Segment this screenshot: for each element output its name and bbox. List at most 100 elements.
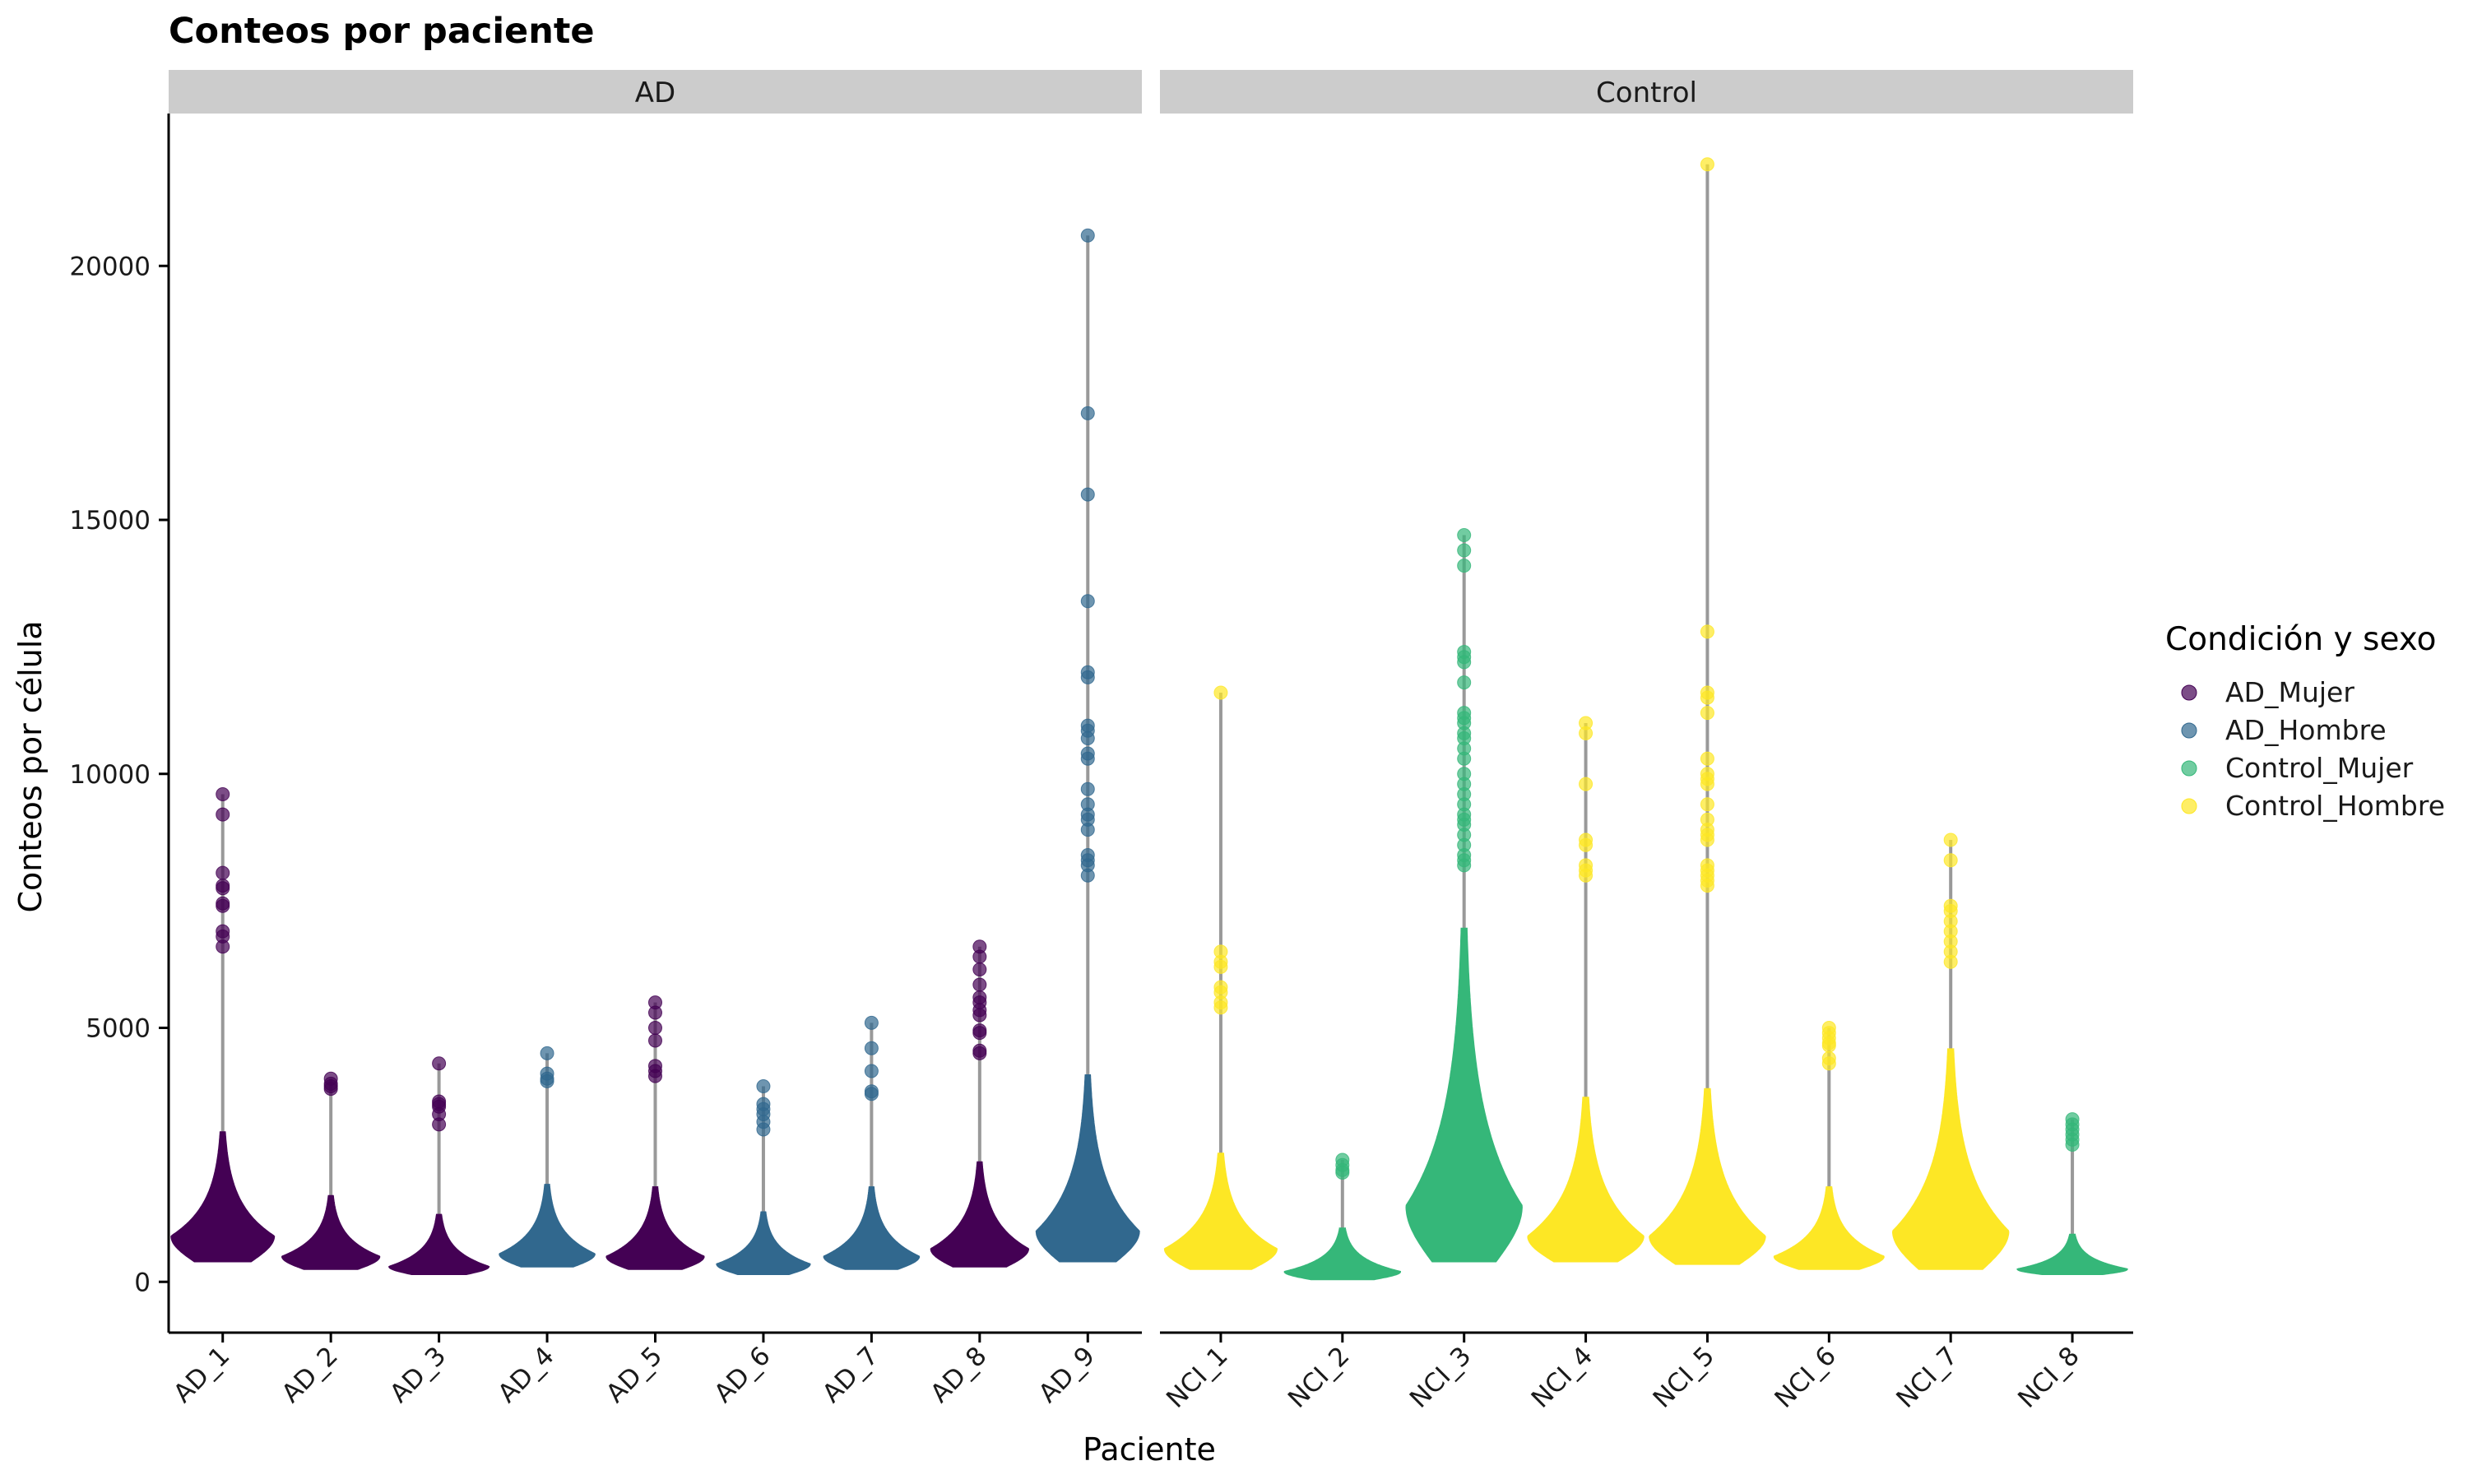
y-tick-label: 0 <box>134 1268 151 1297</box>
outlier-point <box>540 1074 554 1088</box>
violin-group <box>170 786 276 1263</box>
y-axis-title: Conteos por célula <box>12 620 49 912</box>
violin-AD_4 <box>499 1184 596 1268</box>
legend-label: AD_Hombre <box>2225 714 2387 746</box>
outlier-point <box>1080 594 1095 609</box>
outlier-point <box>1213 1000 1228 1015</box>
legend-key-AD_Hombre <box>2181 722 2197 739</box>
outlier-point <box>1579 777 1594 791</box>
outlier-point <box>1700 751 1714 766</box>
outlier-point <box>1700 797 1714 812</box>
x-tick-label: AD_4 <box>492 1341 559 1408</box>
x-tick-label: AD_1 <box>168 1341 235 1408</box>
outlier-point <box>1213 685 1228 700</box>
outlier-point <box>216 865 230 880</box>
violin-AD_7 <box>823 1186 921 1270</box>
outlier-point <box>756 1079 771 1094</box>
violin-NCI_8 <box>2016 1233 2129 1275</box>
outlier-point <box>1579 726 1594 740</box>
outlier-point <box>1943 954 1958 969</box>
outlier-point <box>1080 670 1095 684</box>
violin-group <box>281 1071 381 1270</box>
outlier-point <box>1457 528 1472 543</box>
violin-group <box>2016 1112 2129 1275</box>
chart-title: Conteos por paciente <box>169 11 595 52</box>
legend-key-AD_Mujer <box>2181 684 2197 701</box>
outlier-point <box>864 1087 879 1101</box>
outlier-point <box>216 881 230 896</box>
outlier-point <box>1457 655 1472 670</box>
violin-NCI_1 <box>1163 1152 1278 1270</box>
outlier-point <box>1700 777 1714 791</box>
outlier-point <box>1457 675 1472 690</box>
y-tick-label: 15000 <box>69 506 151 536</box>
x-tick-label: NCI_7 <box>1890 1341 1964 1414</box>
violin-group <box>1527 716 1645 1263</box>
violin-group <box>1405 528 1523 1263</box>
y-tick-label: 20000 <box>69 252 151 281</box>
legend-label: Control_Hombre <box>2225 790 2445 822</box>
legend: Condición y sexo AD_Mujer AD_Hombre Contro… <box>2165 621 2445 822</box>
outlier-point <box>1700 832 1714 847</box>
x-tick-label: AD_6 <box>708 1341 776 1408</box>
outlier-point <box>756 1122 771 1137</box>
outlier-point <box>1080 751 1095 766</box>
outlier-point <box>1943 832 1958 847</box>
x-tick-label: NCI_2 <box>1283 1341 1356 1414</box>
x-tick-label: NCI_5 <box>1648 1341 1721 1414</box>
outlier-point <box>1700 690 1714 705</box>
outlier-point <box>648 1069 662 1083</box>
violin-NCI_4 <box>1527 1097 1645 1263</box>
outlier-point <box>972 1046 987 1060</box>
violin-AD_8 <box>930 1161 1030 1268</box>
outlier-point <box>1080 406 1095 420</box>
outlier-point <box>864 1041 879 1055</box>
legend-key-Control_Hombre <box>2181 798 2197 814</box>
outlier-point <box>432 1117 447 1132</box>
x-tick-label: NCI_4 <box>1526 1341 1599 1414</box>
violin-NCI_6 <box>1773 1186 1885 1270</box>
outlier-point <box>1080 781 1095 796</box>
outlier-point <box>2065 1138 2080 1152</box>
outlier-point <box>1457 858 1472 873</box>
x-tick-label: NCI_8 <box>2012 1341 2085 1414</box>
violin-NCI_3 <box>1405 927 1523 1263</box>
violin-group <box>1649 157 1766 1265</box>
x-tick-label: AD_2 <box>276 1341 344 1408</box>
violin-AD_1 <box>170 1131 276 1263</box>
violin-AD_6 <box>716 1211 811 1275</box>
outlier-point <box>432 1056 447 1071</box>
legend-title: Condición y sexo <box>2165 621 2437 658</box>
violin-group <box>605 995 705 1270</box>
outlier-point <box>1700 706 1714 721</box>
facet-strip <box>1160 70 2133 114</box>
violin-group <box>823 1015 921 1270</box>
legend-key-Control_Mujer <box>2181 760 2197 777</box>
violin-group <box>1035 228 1140 1263</box>
violin-group <box>1773 1021 1885 1270</box>
outlier-point <box>864 1064 879 1078</box>
outlier-point <box>864 1015 879 1030</box>
outlier-point <box>1821 1056 1836 1071</box>
outlier-point <box>216 786 230 801</box>
outlier-point <box>1080 868 1095 883</box>
outlier-point <box>1457 543 1472 558</box>
violins-layer <box>170 157 2129 1281</box>
legend-label: AD_Mujer <box>2225 676 2354 708</box>
outlier-point <box>1080 823 1095 837</box>
outlier-point <box>648 1033 662 1048</box>
outlier-point <box>1080 731 1095 746</box>
violin-AD_2 <box>281 1194 381 1270</box>
x-tick-label: NCI_1 <box>1161 1341 1234 1414</box>
outlier-point <box>1579 868 1594 883</box>
outlier-point <box>1943 853 1958 868</box>
x-tick-label: AD_5 <box>601 1341 668 1408</box>
facet-strip <box>169 70 1142 114</box>
outlier-point <box>1821 1038 1836 1053</box>
violin-AD_3 <box>388 1213 490 1275</box>
violin-group <box>499 1046 596 1268</box>
y-tick-label: 10000 <box>69 760 151 790</box>
outlier-point <box>1335 1165 1350 1180</box>
